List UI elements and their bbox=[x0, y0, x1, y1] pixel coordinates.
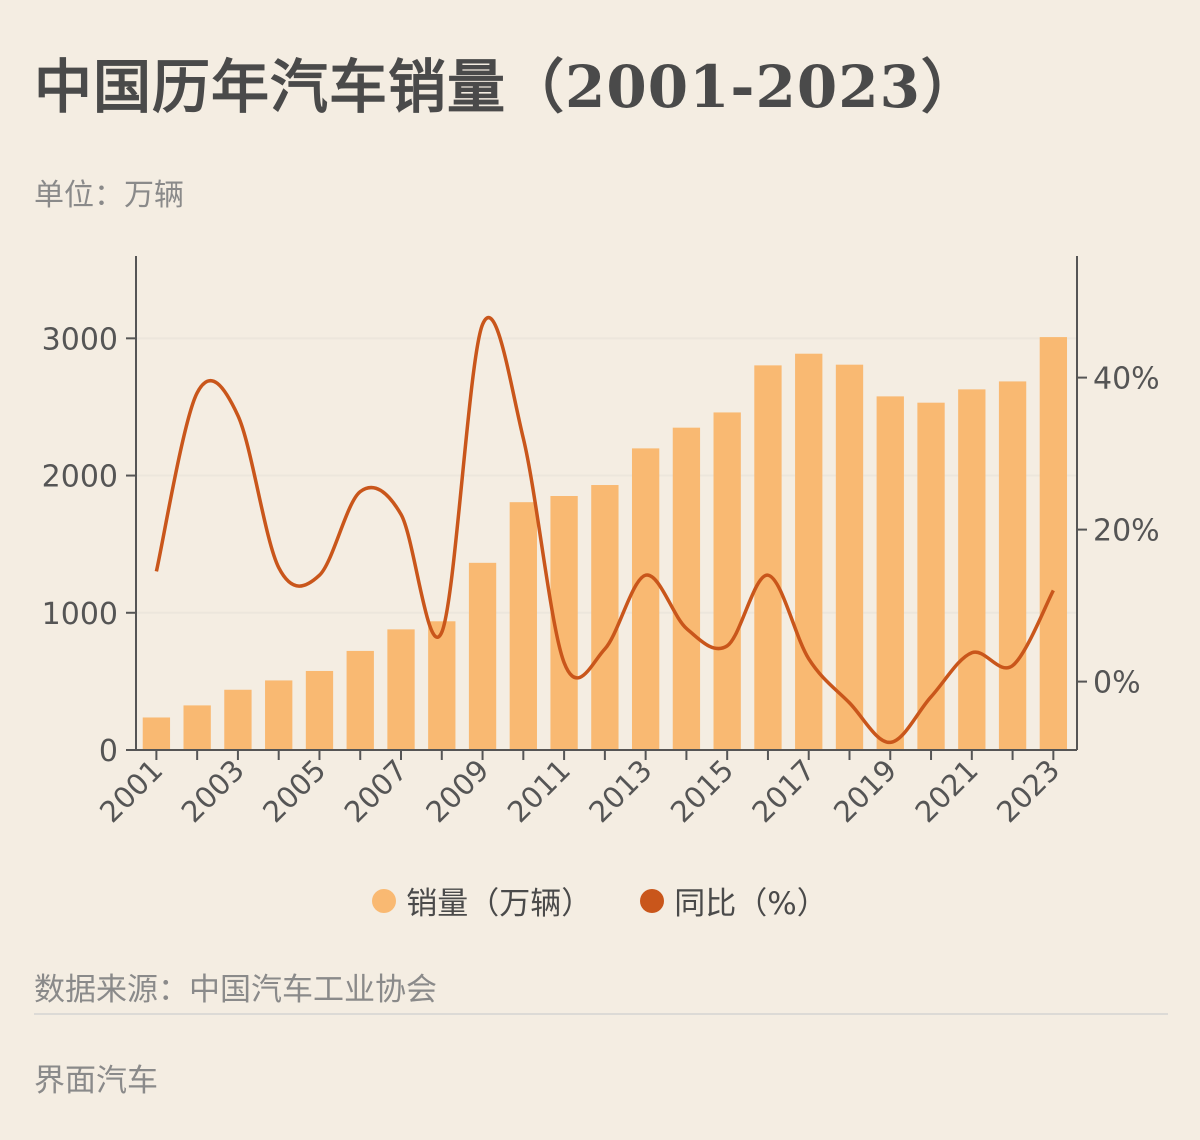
bar-2019 bbox=[876, 396, 904, 750]
right-tick-label: 0% bbox=[1093, 666, 1141, 701]
bar-2021 bbox=[958, 389, 986, 750]
x-tick-label: 2003 bbox=[175, 753, 251, 829]
left-tick-label: 3000 bbox=[42, 322, 118, 357]
bar-2022 bbox=[998, 381, 1027, 750]
bar-2020 bbox=[917, 402, 945, 750]
bar-2010 bbox=[509, 502, 537, 750]
legend-dot-sales bbox=[372, 888, 397, 913]
legend: 销量（万辆） 同比（%） bbox=[0, 878, 1200, 923]
bar-2005 bbox=[305, 670, 334, 750]
x-tick-label: 2011 bbox=[501, 753, 577, 829]
x-tick-label: 2019 bbox=[827, 753, 903, 829]
bar-2002 bbox=[183, 705, 211, 750]
x-tick-label: 2005 bbox=[256, 753, 332, 829]
x-tick-label: 2009 bbox=[419, 753, 495, 829]
bar-2004 bbox=[265, 680, 293, 750]
bar-2014 bbox=[672, 427, 701, 750]
right-tick-label: 40% bbox=[1093, 362, 1160, 397]
bar-2012 bbox=[591, 485, 619, 750]
x-tick-label: 2015 bbox=[664, 753, 740, 829]
bar-2001 bbox=[142, 717, 171, 750]
bar-2013 bbox=[631, 448, 660, 750]
x-tick-label: 2013 bbox=[582, 753, 658, 829]
brand-name: 界面汽车 bbox=[34, 1063, 158, 1099]
right-tick-label: 20% bbox=[1093, 514, 1160, 549]
bar-2009 bbox=[468, 562, 497, 750]
bar-2018 bbox=[835, 364, 864, 750]
x-tick-label: 2007 bbox=[338, 753, 414, 829]
bar-2006 bbox=[346, 650, 374, 750]
legend-item-sales: 销量（万辆） bbox=[372, 878, 592, 923]
x-tick-label: 2021 bbox=[909, 753, 985, 829]
left-tick-label: 1000 bbox=[42, 597, 118, 632]
unit-label: 单位：万辆 bbox=[34, 178, 184, 213]
bar-2008 bbox=[428, 621, 456, 750]
legend-item-yoy: 同比（%） bbox=[640, 878, 828, 923]
left-tick-label: 0 bbox=[99, 734, 118, 769]
footer-divider bbox=[34, 1013, 1168, 1015]
chart-title: 中国历年汽车销量（2001-2023） bbox=[34, 53, 980, 121]
yoy-line bbox=[154, 315, 1055, 745]
legend-label-yoy: 同比（%） bbox=[674, 886, 828, 922]
bar-2015 bbox=[713, 412, 741, 750]
bar-2003 bbox=[224, 689, 252, 750]
bar-layer bbox=[142, 337, 1068, 750]
bar-2007 bbox=[387, 629, 415, 750]
left-tick-label: 2000 bbox=[42, 460, 118, 495]
data-source: 数据来源：中国汽车工业协会 bbox=[34, 972, 437, 1008]
line-layer bbox=[154, 315, 1055, 745]
bar-2023 bbox=[1039, 337, 1068, 750]
legend-label-sales: 销量（万辆） bbox=[406, 886, 593, 922]
bar-2017 bbox=[795, 353, 823, 750]
x-tick-label: 2017 bbox=[745, 753, 821, 829]
bar-2016 bbox=[754, 365, 782, 750]
x-tick-label: 2023 bbox=[990, 753, 1066, 829]
legend-dot-yoy bbox=[640, 888, 665, 913]
